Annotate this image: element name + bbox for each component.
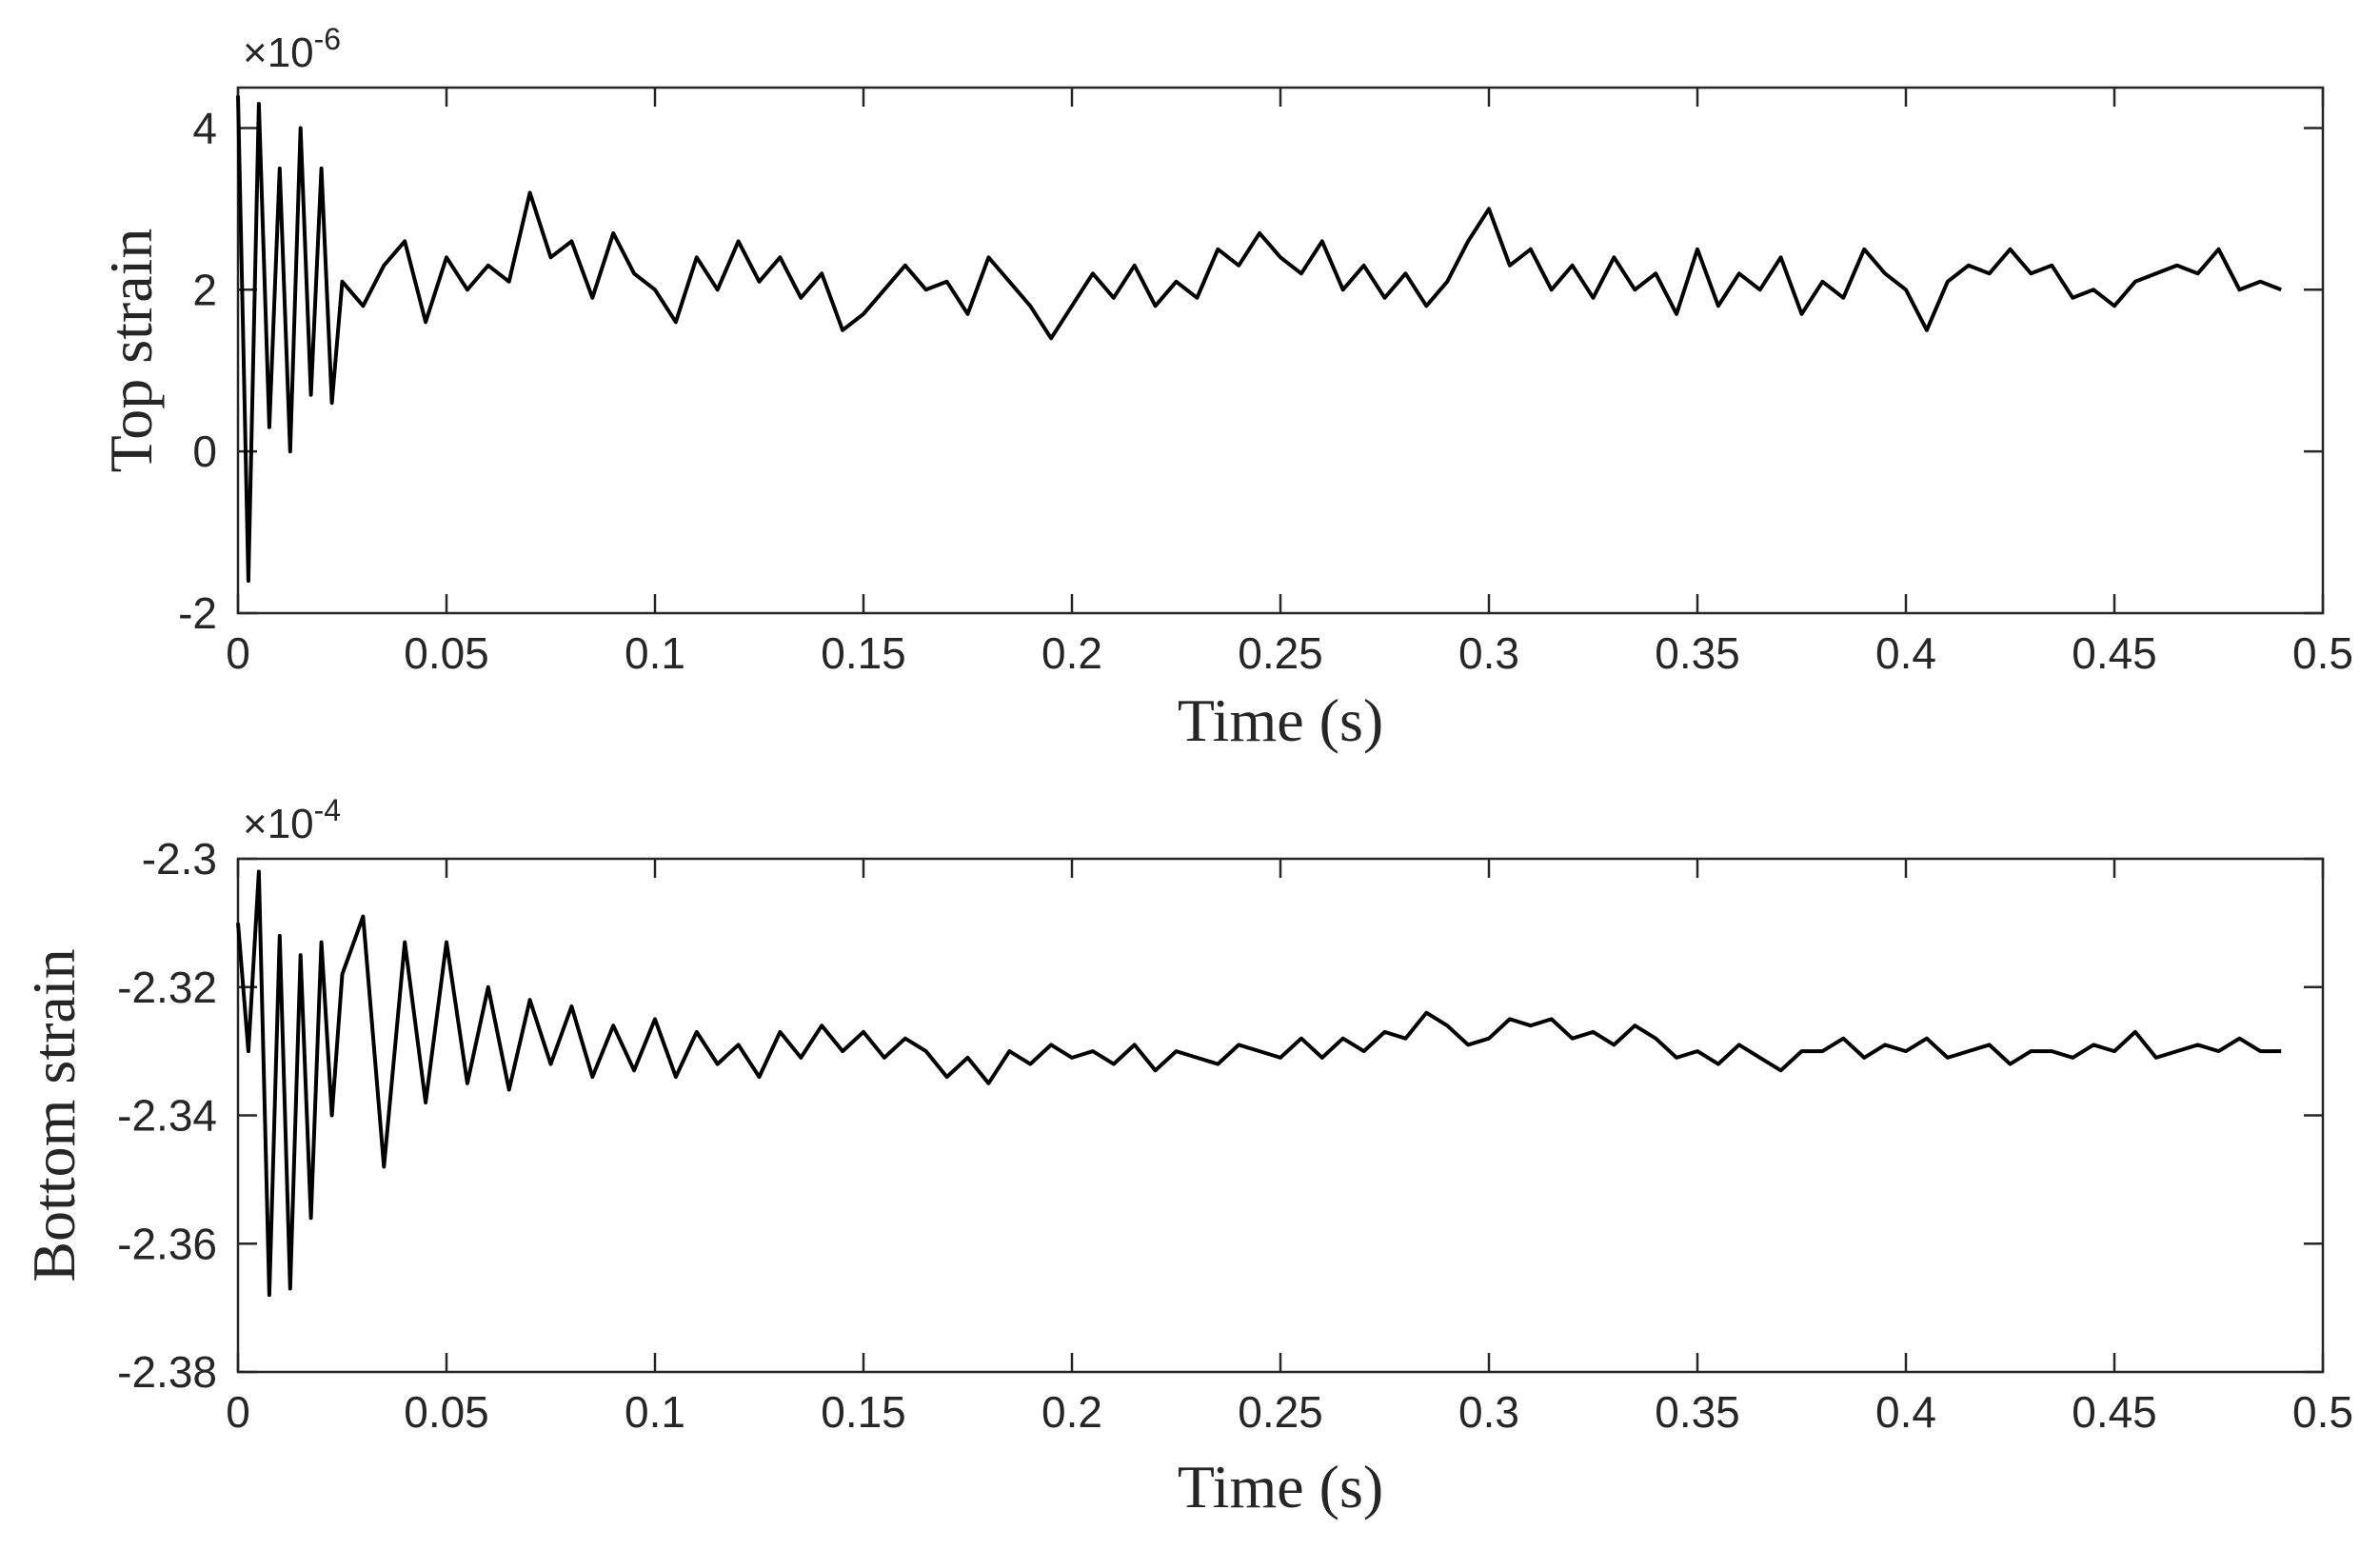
x-tick-label: 0.35 [1655, 628, 1740, 678]
y-tick-label: -2 [178, 588, 217, 638]
x-tick-label: 0.45 [2072, 1387, 2157, 1437]
x-tick-label: 0.15 [821, 628, 906, 678]
x-tick-label: 0.15 [821, 1387, 906, 1437]
x-tick-label: 0 [226, 628, 250, 678]
x-tick-label: 0.3 [1458, 1387, 1519, 1437]
x-tick-label: 0.25 [1238, 628, 1323, 678]
y-tick-label: -2.34 [117, 1091, 217, 1141]
x-tick-label: 0.4 [1875, 1387, 1936, 1437]
x-tick-label: 0.25 [1238, 1387, 1323, 1437]
x-tick-label: 0 [226, 1387, 250, 1437]
x-axis-label: Time (s) [1178, 686, 1383, 754]
multiplier-base: ×10 [243, 801, 314, 847]
y-axis-label: Bottom strain [20, 948, 88, 1282]
x-tick-label: 0.2 [1041, 628, 1102, 678]
x-tick-label: 0.4 [1875, 628, 1936, 678]
axes-box [236, 86, 2325, 615]
y-tick-label: 4 [192, 103, 217, 152]
x-tick-label: 0.3 [1458, 628, 1519, 678]
x-tick-label: 0.05 [404, 628, 489, 678]
multiplier-base: ×10 [243, 30, 314, 76]
data-line [236, 95, 2282, 583]
x-tick-label: 0.1 [625, 1387, 685, 1437]
data-line [236, 869, 2282, 1298]
x-axis-label: Time (s) [1178, 1453, 1383, 1520]
x-tick-label: 0.45 [2072, 628, 2157, 678]
axis-multiplier: ×10-4 [243, 793, 341, 847]
subplot: 0 0.05 0.1 0.15 0.2 0.25 0.3 0.35 0.4 0.45 0.5 -2.3… [20, 793, 2353, 1520]
y-tick-label: 2 [192, 265, 217, 314]
x-tick-label: 0.5 [2292, 628, 2353, 678]
subplot: 0 0.05 0.1 0.15 0.2 0.25 0.3 0.35 0.4 0.45 0.5-202… [97, 22, 2353, 754]
y-axis-label: Top strain [97, 229, 165, 473]
x-tick-label: 0.2 [1041, 1387, 1102, 1437]
y-tick-label: 0 [192, 427, 217, 476]
y-tick-label: -2.38 [117, 1347, 217, 1397]
axis-multiplier: ×10-6 [243, 22, 341, 76]
axes-box [236, 857, 2325, 1374]
x-tick-label: 0.35 [1655, 1387, 1740, 1437]
y-tick-label: -2.32 [117, 963, 217, 1012]
y-tick-label: -2.3 [142, 834, 217, 884]
y-tick-label: -2.36 [117, 1219, 217, 1268]
x-tick-label: 0.05 [404, 1387, 489, 1437]
multiplier-power: -4 [314, 793, 341, 827]
multiplier-power: -6 [314, 22, 341, 56]
x-tick-label: 0.1 [625, 628, 685, 678]
x-tick-label: 0.5 [2292, 1387, 2353, 1437]
